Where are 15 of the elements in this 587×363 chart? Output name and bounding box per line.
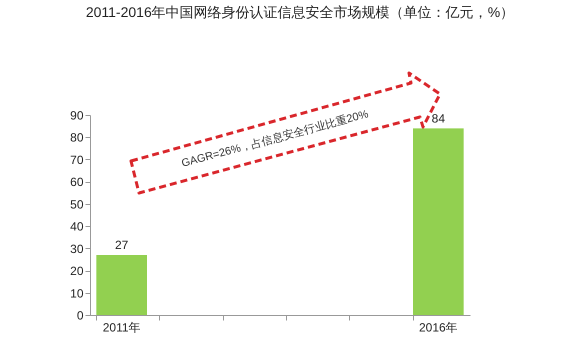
y-tick-label: 60 [70,175,84,190]
y-tick-label: 50 [70,197,84,212]
x-tick-label: 2016年 [418,320,458,334]
y-tick-label: 80 [70,130,84,145]
y-tick-label: 40 [70,220,84,234]
y-tick-label: 10 [70,286,84,300]
y-tick-label: 20 [70,264,84,278]
data-label: 84 [432,111,446,126]
chart-title: 2011-2016年中国网络身份认证信息安全市场规模（单位：亿元，%） [86,4,514,20]
y-tick-label: 0 [76,308,84,322]
y-tick-label: 90 [70,108,84,122]
y-tick-label: 70 [70,152,84,167]
x-tick-label: 2011年 [102,320,141,334]
y-tick-label: 30 [70,242,84,256]
data-label: 27 [114,238,129,252]
